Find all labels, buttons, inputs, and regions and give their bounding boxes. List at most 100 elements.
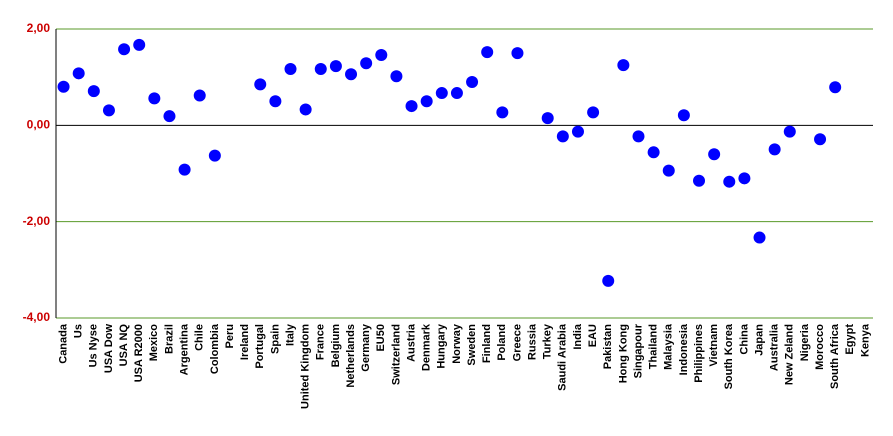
x-tick-label: United Kingdom xyxy=(300,324,312,409)
x-tick-label: Finland xyxy=(481,324,493,363)
x-tick-label: New Zeland xyxy=(784,324,796,385)
y-tick-label: 2,00 xyxy=(27,21,51,35)
dot xyxy=(587,106,600,119)
dot xyxy=(284,62,297,75)
x-tick-label: Australia xyxy=(769,323,781,371)
x-tick-label: Morocco xyxy=(814,324,826,370)
dot xyxy=(345,68,358,81)
x-tick-label: Argentina xyxy=(179,323,191,375)
x-tick-label: Germany xyxy=(360,323,372,372)
x-tick-label: Japan xyxy=(753,324,765,356)
x-tick-label: Chile xyxy=(194,324,206,351)
dot xyxy=(450,87,463,100)
x-tick-label: Hungary xyxy=(436,323,448,369)
x-tick-label: Singapour xyxy=(632,323,644,378)
dot xyxy=(360,57,373,70)
dot xyxy=(133,38,146,51)
dot xyxy=(163,110,176,123)
x-tick-label: Pakistan xyxy=(602,324,614,370)
dot xyxy=(662,164,675,177)
dot xyxy=(693,174,706,187)
x-tick-label: Canada xyxy=(57,323,69,364)
x-tick-label: Mexico xyxy=(148,324,160,362)
x-tick-label: Thailand xyxy=(648,324,660,369)
x-tick-label: USA R2000 xyxy=(133,324,145,382)
x-tick-label: China xyxy=(738,323,750,354)
x-tick-label: Austria xyxy=(405,323,417,362)
dot xyxy=(647,146,660,159)
dot xyxy=(390,70,403,83)
x-tick-label: Denmark xyxy=(421,323,433,371)
x-tick-label: Brazil xyxy=(163,324,175,354)
x-tick-label: Russia xyxy=(526,323,538,360)
dot xyxy=(178,163,191,176)
y-tick-label: -4,00 xyxy=(23,310,51,324)
dot xyxy=(193,89,206,102)
x-tick-label: Us Nyse xyxy=(88,324,100,367)
x-tick-label: Colombia xyxy=(209,323,221,374)
x-tick-label: EU50 xyxy=(375,324,387,352)
dot xyxy=(511,47,524,60)
x-tick-label: Philippines xyxy=(693,324,705,383)
dot xyxy=(375,49,388,62)
x-tick-label: Peru xyxy=(224,324,236,348)
dot xyxy=(269,95,282,108)
dot xyxy=(632,130,645,143)
dot xyxy=(571,125,584,138)
x-tick-label: Egypt xyxy=(844,324,856,355)
x-tick-label: Indonesia xyxy=(678,323,690,375)
dot xyxy=(814,133,827,146)
x-tick-label: Greece xyxy=(511,324,523,361)
x-tick-label: USA NQ xyxy=(118,324,130,367)
dot xyxy=(723,175,736,188)
x-tick-label: Switzerland xyxy=(390,324,402,385)
x-tick-label: Spain xyxy=(269,324,281,354)
x-tick-label: France xyxy=(315,324,327,360)
dot xyxy=(466,75,479,88)
x-tick-label: Saudi Arabia xyxy=(557,323,569,391)
x-tick-label: Vietnam xyxy=(708,324,720,367)
x-tick-label: Ireland xyxy=(239,324,251,360)
x-tick-label: Turkey xyxy=(542,323,554,359)
dot xyxy=(87,85,100,98)
x-tick-label: Belgium xyxy=(330,324,342,368)
dot xyxy=(102,104,115,117)
dot xyxy=(753,231,766,244)
y-tick-label: -2,00 xyxy=(23,214,51,228)
dot xyxy=(768,143,781,156)
dot xyxy=(254,78,267,91)
x-tick-label: South Africa xyxy=(829,323,841,389)
x-tick-label: Kenya xyxy=(859,323,871,357)
x-tick-label: Malaysia xyxy=(663,323,675,370)
x-tick-label: Portugal xyxy=(254,324,266,369)
dot xyxy=(708,148,721,161)
dot xyxy=(541,112,554,125)
dot xyxy=(314,62,327,75)
dot xyxy=(435,87,448,100)
dot xyxy=(72,67,85,80)
x-tick-label: USA Dow xyxy=(103,324,115,374)
dot xyxy=(118,43,131,56)
dot xyxy=(496,106,509,119)
dot xyxy=(299,103,312,116)
dot xyxy=(677,109,690,122)
x-tick-label: Sweden xyxy=(466,324,478,366)
dot xyxy=(556,130,569,143)
x-tick-label: Us xyxy=(73,324,85,338)
dot xyxy=(738,172,751,185)
x-tick-label: Poland xyxy=(496,324,508,361)
x-tick-label: South Korea xyxy=(723,323,735,389)
x-tick-label: Netherlands xyxy=(345,324,357,388)
x-tick-label: Italy xyxy=(284,323,296,346)
y-tick-label: 0,00 xyxy=(27,118,51,132)
x-tick-label: Norway xyxy=(451,323,463,364)
dot xyxy=(208,149,221,162)
dot xyxy=(57,80,70,93)
dot xyxy=(329,60,342,73)
x-tick-label: EAU xyxy=(587,324,599,347)
dot xyxy=(617,59,630,72)
dot xyxy=(420,95,433,108)
x-tick-label: India xyxy=(572,323,584,350)
dot xyxy=(783,125,796,138)
